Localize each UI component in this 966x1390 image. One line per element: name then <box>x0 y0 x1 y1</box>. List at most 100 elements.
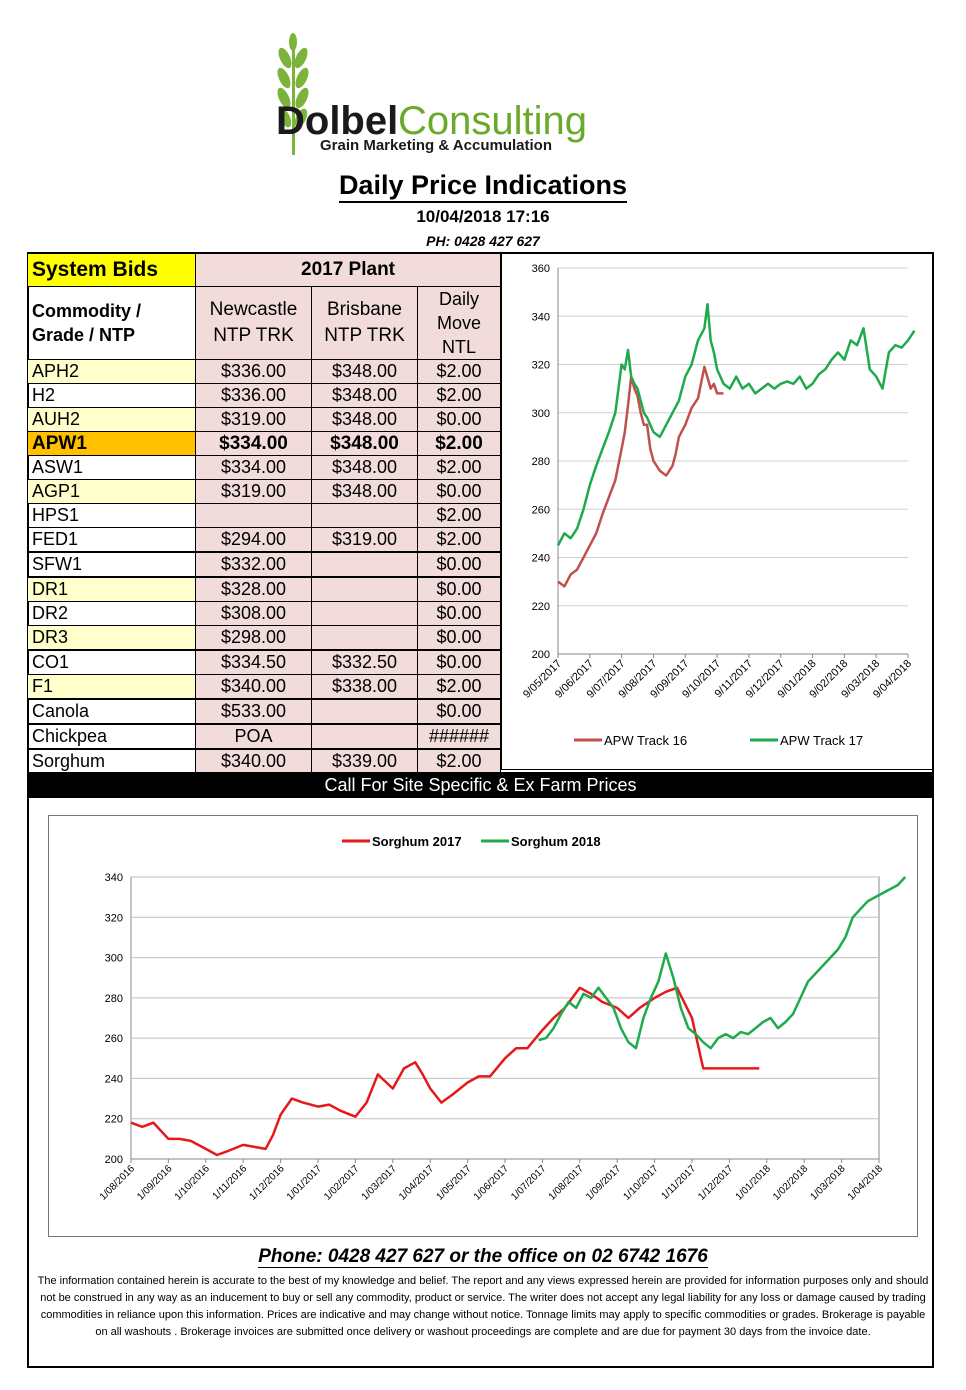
y-tick-label: 200 <box>105 1154 123 1166</box>
daily-price-cell: $0.00 <box>417 649 501 675</box>
logo-name-part1: Dolbel <box>276 99 398 143</box>
brisbane-price-cell: $348.00 <box>311 407 418 432</box>
grade-cell: DR2 <box>27 601 196 626</box>
y-tick-label: 320 <box>105 912 123 924</box>
brisbane-price-cell <box>311 503 418 528</box>
x-tick-label: 1/02/2018 <box>771 1163 811 1203</box>
table-row: FED1 $294.00 $319.00 $2.00 <box>27 527 501 553</box>
newcastle-price-cell: $340.00 <box>195 748 312 774</box>
newcastle-price-cell: $334.50 <box>195 649 312 675</box>
page-title: Daily Price Indications <box>0 170 966 203</box>
table-row: H2 $336.00 $348.00 $2.00 <box>27 383 501 408</box>
legend-label: Sorghum 2017 <box>372 834 462 849</box>
newcastle-price-cell: $319.00 <box>195 407 312 432</box>
y-tick-label: 200 <box>532 649 550 661</box>
x-tick-label: 1/01/2018 <box>734 1163 774 1203</box>
brisbane-price-cell: $339.00 <box>311 748 418 774</box>
brisbane-price-cell <box>311 551 418 578</box>
brisbane-price-cell <box>311 601 418 626</box>
grade-cell: APH2 <box>27 359 196 384</box>
plot-area <box>130 876 880 1160</box>
newcastle-price-cell: POA <box>195 723 312 750</box>
wheat-icon <box>277 33 309 155</box>
table-row: AGP1 $319.00 $348.00 $0.00 <box>27 479 501 504</box>
x-tick-label: 1/12/2017 <box>696 1163 736 1203</box>
newcastle-price-cell: $308.00 <box>195 601 312 626</box>
daily-price-cell: $0.00 <box>417 601 501 626</box>
brisbane-price-cell <box>311 698 418 725</box>
y-tick-label: 240 <box>532 553 550 565</box>
commodity-header: Commodity / Grade / NTP <box>27 286 196 360</box>
daily-price-cell: $0.00 <box>417 407 501 432</box>
table-row: DR1 $328.00 $0.00 <box>27 576 501 602</box>
legend-label: APW Track 16 <box>604 733 687 748</box>
brisbane-price-cell: $332.50 <box>311 649 418 675</box>
table-row: SFW1 $332.00 $0.00 <box>27 551 501 578</box>
y-tick-label: 280 <box>105 993 123 1005</box>
sorghum-chart: 200 220 240 260 280 300 320 340 1/08/2016 1/09/20… <box>48 815 918 1237</box>
daily-price-cell: $2.00 <box>417 383 501 408</box>
disclaimer: The information contained herein is accu… <box>37 1275 929 1338</box>
newcastle-price-cell: $319.00 <box>195 479 312 504</box>
brisbane-price-cell: $348.00 <box>311 431 418 456</box>
daily-price-cell: $0.00 <box>417 551 501 578</box>
newcastle-price-cell: $332.00 <box>195 551 312 578</box>
grade-cell: CO1 <box>27 649 196 675</box>
brisbane-price-cell: $348.00 <box>311 479 418 504</box>
y-tick-label: 300 <box>105 953 123 965</box>
newcastle-price-cell: $294.00 <box>195 527 312 553</box>
grade-cell: Chickpea <box>27 723 196 750</box>
bids-table: System Bids 2017 Plant Commodity / Grade… <box>27 253 501 774</box>
newcastle-header: Newcastle NTP TRK <box>195 286 312 360</box>
newcastle-price-cell <box>195 503 312 528</box>
grade-cell: ASW1 <box>27 455 196 480</box>
y-tick-label: 220 <box>105 1114 123 1126</box>
grade-cell: HPS1 <box>27 503 196 528</box>
x-tick-label: 1/09/2017 <box>584 1163 624 1203</box>
legend-label: Sorghum 2018 <box>511 834 601 849</box>
plant-header: 2017 Plant <box>195 253 501 287</box>
daily-price-cell: $0.00 <box>417 576 501 602</box>
x-tick-label: 1/06/2017 <box>472 1163 512 1203</box>
daily-price-cell: $0.00 <box>417 698 501 725</box>
y-tick-label: 240 <box>105 1073 123 1085</box>
logo-name-part2: Consulting <box>398 99 587 143</box>
call-bar: Call For Site Specific & Ex Farm Prices <box>27 772 934 798</box>
y-tick-label: 300 <box>532 408 550 420</box>
daily-price-cell: ###### <box>417 723 501 750</box>
series-line-1 <box>557 365 724 588</box>
grade-cell: H2 <box>27 383 196 408</box>
grade-cell: Canola <box>27 698 196 725</box>
daily-price-cell: $2.00 <box>417 431 501 456</box>
newcastle-price-cell: $298.00 <box>195 625 312 651</box>
series-line-1 <box>130 986 760 1157</box>
daily-price-cell: $2.00 <box>417 455 501 480</box>
report-datetime: 10/04/2018 17:16 <box>416 207 550 226</box>
y-tick-label: 260 <box>105 1033 123 1045</box>
brisbane-price-cell: $338.00 <box>311 674 418 700</box>
x-tick-label: 1/04/2018 <box>846 1163 886 1203</box>
daily-price-cell: $2.00 <box>417 748 501 774</box>
apw-track-chart: 200 220 240 260 280 300 320 340 360 9/05/2017 9/06… <box>500 253 934 770</box>
newcastle-price-cell: $336.00 <box>195 359 312 384</box>
daily-price-cell: $0.00 <box>417 479 501 504</box>
daily-price-cell: $2.00 <box>417 359 501 384</box>
daily-price-cell: $2.00 <box>417 527 501 553</box>
grade-cell: F1 <box>27 674 196 700</box>
newcastle-price-cell: $340.00 <box>195 674 312 700</box>
apw-track-chart-svg: 2002202402602803003203403609/05/20179/06… <box>521 263 916 748</box>
x-tick-label: 1/03/2018 <box>808 1163 848 1203</box>
grade-cell: DR1 <box>27 576 196 602</box>
brisbane-price-cell <box>311 576 418 602</box>
brisbane-header: Brisbane NTP TRK <box>311 286 418 360</box>
grade-cell: APW1 <box>27 431 196 456</box>
x-tick-label: 1/04/2017 <box>397 1163 437 1203</box>
y-tick-label: 340 <box>105 872 123 884</box>
newcastle-price-cell: $334.00 <box>195 455 312 480</box>
x-tick-label: 1/10/2017 <box>621 1163 661 1203</box>
daily-price-cell: $2.00 <box>417 503 501 528</box>
x-tick-label: 1/08/2016 <box>98 1163 138 1203</box>
grade-cell: FED1 <box>27 527 196 553</box>
table-row: Chickpea POA ###### <box>27 723 501 750</box>
series-line-2 <box>556 302 916 546</box>
